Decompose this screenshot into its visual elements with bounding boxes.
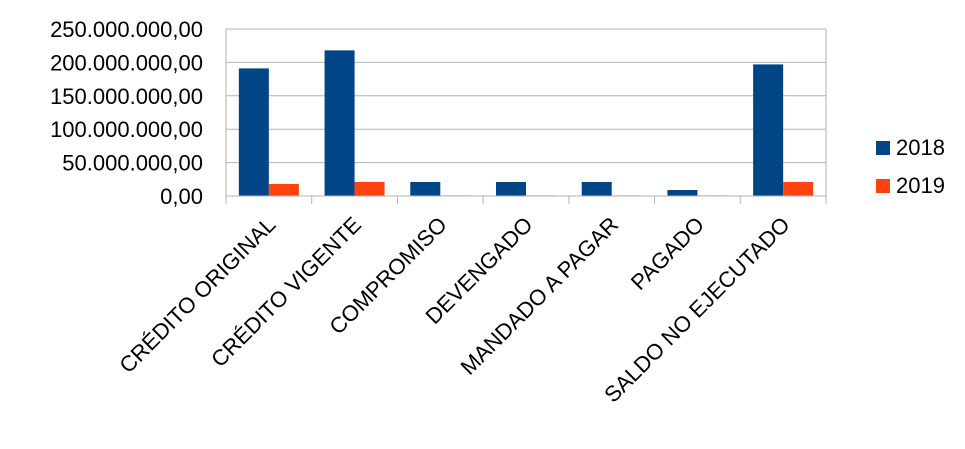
y-tick-label: 50.000.000,00 [62,151,203,176]
x-tick-label: MANDADO A PAGAR [455,212,623,380]
legend-swatch-2019 [876,179,890,193]
bar-2018-2 [410,181,441,196]
y-tick-label: 250.000.000,00 [50,17,203,42]
legend-label: 2019 [896,173,945,198]
bar-2019-0 [268,183,299,196]
plot-frame [225,28,827,197]
bars-layer [238,50,814,197]
x-tick-label: CRÉDITO ORIGINAL [114,212,280,378]
y-tick-label: 200.000.000,00 [50,50,203,75]
x-tick-label: CRÉDITO VIGENTE [206,212,366,372]
grid-layer [226,28,826,197]
bar-2019-6 [783,181,814,196]
axes-layer [225,28,827,204]
y-tick-label: 150.000.000,00 [50,84,203,109]
bar-2018-5 [667,189,698,196]
bar-2018-0 [238,68,269,196]
bar-2018-1 [324,50,355,196]
y-tick-labels: 0,00 50.000.000,00 100.000.000,00 150.000.0… [50,17,203,209]
legend-swatch-2018 [876,141,890,155]
bar-2018-4 [581,181,612,196]
y-tick-label: 100.000.000,00 [50,117,203,142]
x-tick-label: PAGADO [626,212,709,295]
legend: 2018 2019 [876,135,945,198]
bar-2019-1 [354,181,385,196]
bar-2018-6 [753,64,784,197]
bar-2018-3 [496,181,526,196]
y-tick-label: 0,00 [160,184,203,209]
legend-label: 2018 [896,135,945,160]
